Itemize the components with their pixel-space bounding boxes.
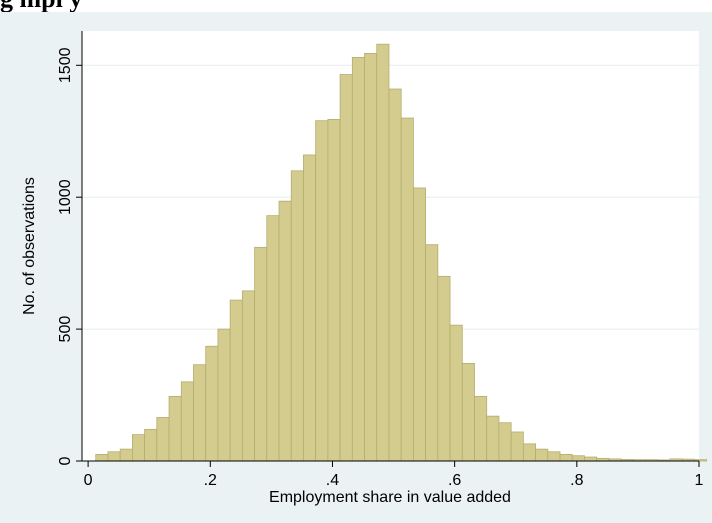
histogram-bar — [449, 324, 463, 462]
y-ticks: 0 500 1000 1500 — [57, 47, 82, 465]
histogram-bar — [571, 455, 585, 462]
histogram-bar — [156, 417, 170, 462]
histogram-bar — [413, 187, 427, 462]
x-tick-label: 1 — [695, 472, 704, 489]
histogram-bar — [254, 246, 268, 462]
x-tick-label: 0 — [84, 472, 93, 489]
histogram-bar — [119, 448, 133, 462]
histogram-bar — [461, 362, 475, 462]
histogram-bar — [303, 154, 317, 462]
histogram-bar — [376, 43, 390, 462]
histogram-bars — [95, 43, 708, 462]
histogram-bar — [327, 118, 341, 462]
histogram-bar — [131, 434, 146, 462]
figure-title: g mpl y — [0, 0, 712, 12]
histogram-bar — [510, 431, 524, 462]
y-tick-label: 1000 — [57, 179, 74, 215]
x-tick-label: .8 — [570, 472, 583, 489]
histogram-bar — [351, 56, 365, 462]
x-tick-label: .2 — [204, 472, 217, 489]
histogram-bar — [535, 448, 549, 462]
histogram-bar — [290, 170, 304, 462]
histogram-bar — [400, 117, 414, 462]
x-axis-label: Employment share in value added — [269, 489, 511, 506]
y-tick-label: 1500 — [57, 47, 74, 83]
histogram-bar — [229, 299, 243, 462]
histogram-bar — [193, 364, 207, 462]
histogram-bar — [364, 53, 378, 462]
histogram-bar — [522, 443, 536, 462]
x-tick-label: .4 — [326, 472, 339, 489]
histogram-bar — [694, 459, 708, 462]
y-tick-label: 500 — [57, 316, 74, 343]
histogram-chart: 0 500 1000 1500 0 .2 .4 .6 .8 1 Employment share… — [21, 31, 708, 506]
x-tick-label: .6 — [448, 472, 461, 489]
histogram-bar — [266, 215, 280, 462]
histogram-bar — [168, 395, 182, 462]
y-tick-label: 0 — [57, 456, 74, 465]
histogram-bar — [425, 244, 439, 462]
histogram-bar — [217, 328, 231, 462]
histogram-bar — [474, 395, 488, 462]
histogram-bar — [95, 454, 109, 462]
histogram-bar — [584, 456, 598, 462]
histogram-bar — [144, 428, 158, 462]
histogram-bar — [388, 88, 402, 462]
histogram-bar — [205, 345, 219, 462]
histogram-bar — [498, 422, 512, 462]
histogram-bar — [241, 290, 255, 462]
histogram-bar — [437, 275, 451, 462]
histogram-bar — [180, 381, 194, 462]
y-axis-label: No. of observations — [21, 177, 38, 315]
histogram-bar — [278, 200, 292, 462]
histogram-bar — [107, 451, 121, 462]
histogram-bar — [339, 74, 353, 462]
x-ticks: 0 .2 .4 .6 .8 1 — [84, 461, 704, 489]
histogram-bar — [486, 415, 500, 462]
histogram-bar — [559, 454, 573, 462]
chart-panel: 0 500 1000 1500 0 .2 .4 .6 .8 1 Employment share… — [0, 12, 712, 523]
histogram-bar — [547, 451, 561, 462]
histogram-bar — [315, 120, 329, 462]
